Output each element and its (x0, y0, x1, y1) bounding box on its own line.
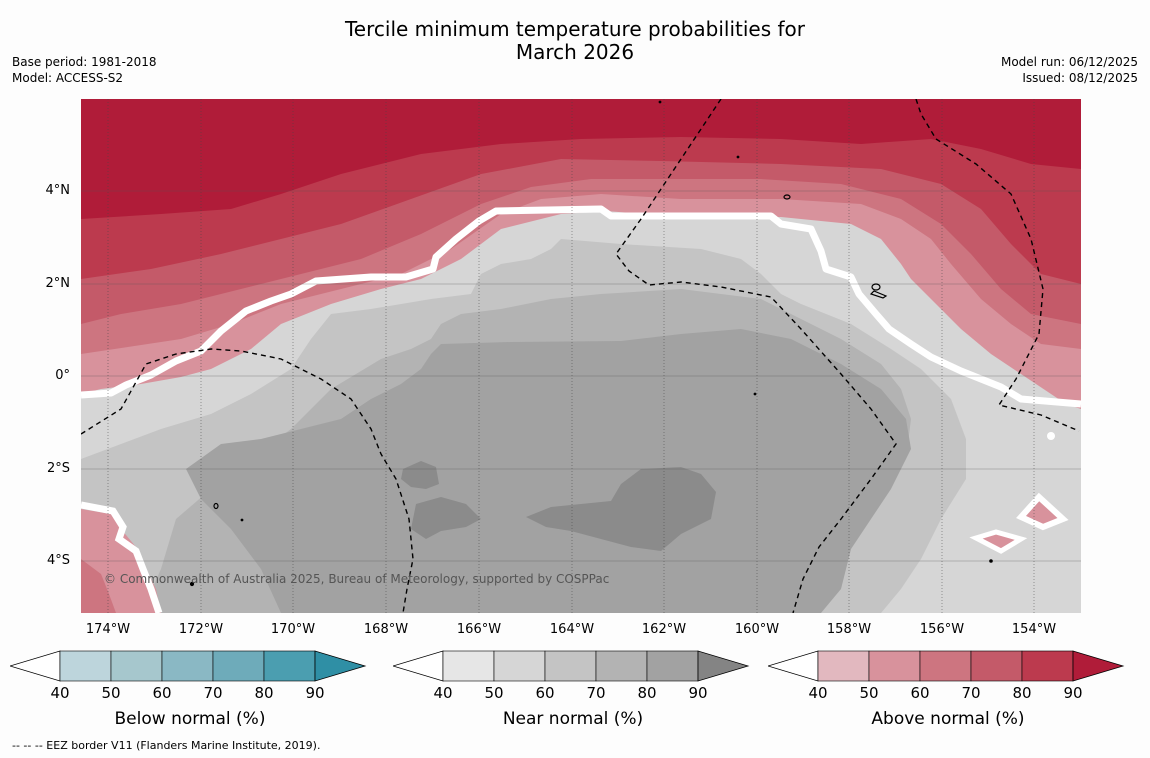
colorbar-below-tick: 90 (305, 684, 325, 702)
lat-label-2s: 2°S (46, 461, 70, 476)
colorbar-below-tick: 50 (101, 684, 121, 702)
colorbar-near-segment (544, 650, 597, 682)
colorbar-near-tick: 40 (433, 684, 453, 702)
colorbar-above-segment (868, 650, 921, 682)
colorbar-near-tick: 80 (637, 684, 657, 702)
lat-label-4n: 4°N (45, 183, 71, 198)
colorbar-title-above: Above normal (%) (871, 709, 1025, 729)
colorbar-below-tick: 80 (254, 684, 274, 702)
lon-label-166w: 166°W (456, 622, 502, 637)
colorbar-above-tick: 70 (961, 684, 981, 702)
colorbar-near-normal (393, 650, 750, 682)
colorbar-near-segment (442, 650, 495, 682)
colorbar-above-tick: 90 (1063, 684, 1083, 702)
issued-date: Issued: 08/12/2025 (1022, 71, 1138, 85)
colorbar-below-upper-extend (314, 650, 367, 682)
base-period: Base period: 1981-2018 (12, 55, 157, 69)
islands (189, 100, 993, 587)
above-normal-southwest-region-dark (81, 559, 116, 613)
model-run: Model run: 06/12/2025 (1000, 55, 1138, 69)
meta-right: Model run: 06/12/2025 Issued: 08/12/2025 (1001, 54, 1138, 86)
colorbar-near-upper-extend (697, 650, 750, 682)
meta-left: Base period: 1981-2018 Model: ACCESS-S2 (12, 54, 157, 86)
above-normal-southwest-contour (81, 501, 163, 613)
colorbar-above-normal (768, 650, 1125, 682)
colorbar-below-tick: 70 (203, 684, 223, 702)
colorbar-above-tick: 60 (910, 684, 930, 702)
colorbar-below-segment (161, 650, 214, 682)
lat-label-0: 0° (55, 368, 70, 383)
colorbar-title-near: Near normal (%) (502, 709, 644, 729)
copyright-notice: © Commonwealth of Australia 2025, Bureau… (104, 572, 610, 586)
colorbar-below-normal (10, 650, 367, 682)
lon-label-158w: 158°W (826, 622, 872, 637)
colorbar-below-lower-extend (10, 650, 61, 682)
map-title-line2: March 2026 (515, 40, 635, 64)
lon-label-160w: 160°W (734, 622, 780, 637)
colorbar-near-tick: 70 (586, 684, 606, 702)
colorbar-near-tick: 60 (535, 684, 555, 702)
lon-label-156w: 156°W (919, 622, 965, 637)
lon-label-174w: 174°W (85, 622, 131, 637)
eez-footnote: -- -- -- EEZ border V11 (Flanders Marine… (12, 739, 321, 752)
lat-label-4s: 4°S (46, 553, 70, 568)
gridlines (81, 190, 1081, 562)
above-normal-east-patch (1016, 492, 1069, 531)
eez-borders (81, 99, 1080, 613)
colorbar-near-segment (646, 650, 699, 682)
lon-label-162w: 162°W (641, 622, 687, 637)
colorbar-above-upper-extend (1072, 650, 1125, 682)
lon-label-164w: 164°W (549, 622, 595, 637)
colorbar-near-tick: 90 (688, 684, 708, 702)
near-normal-80-region (526, 467, 716, 551)
lat-label-2n: 2°N (45, 276, 71, 291)
colorbar-near-tick: 50 (484, 684, 504, 702)
colorbar-near-segment (493, 650, 546, 682)
lon-label-170w: 170°W (270, 622, 316, 637)
near-normal-80-region-small-2 (411, 497, 481, 539)
probability-map (81, 99, 1081, 613)
white-speck (1047, 432, 1055, 440)
map-title-line1: Tercile minimum temperature probabilitie… (344, 17, 806, 41)
above-normal-90-region (81, 99, 1081, 219)
colorbar-title-below: Below normal (%) (114, 709, 266, 729)
forty-percent-contour (81, 205, 1081, 408)
colorbar-above-tick: 50 (859, 684, 879, 702)
colorbar-above-tick: 80 (1012, 684, 1032, 702)
colorbar-above-segment (970, 650, 1023, 682)
colorbar-above-lower-extend (768, 650, 819, 682)
colorbar-below-tick: 40 (50, 684, 70, 702)
map-title: Tercile minimum temperature probabilitie… (0, 18, 1150, 64)
colorbar-above-segment (919, 650, 972, 682)
colorbar-above-segment (1021, 650, 1074, 682)
model-name: Model: ACCESS-S2 (12, 71, 124, 85)
colorbar-below-segment (212, 650, 265, 682)
colorbar-near-lower-extend (393, 650, 444, 682)
near-normal-70-region (186, 329, 911, 613)
near-normal-80-region-small-1 (401, 461, 439, 489)
lon-label-172w: 172°W (178, 622, 224, 637)
colorbar-below-tick: 60 (152, 684, 172, 702)
colorbar-below-segment (110, 650, 163, 682)
colorbar-below-segment (263, 650, 316, 682)
lon-label-154w: 154°W (1011, 622, 1057, 637)
above-normal-east-patch-2 (969, 529, 1028, 554)
lon-label-168w: 168°W (363, 622, 409, 637)
colorbar-near-segment (595, 650, 648, 682)
colorbar-above-tick: 40 (808, 684, 828, 702)
colorbar-below-segment (59, 650, 112, 682)
colorbar-above-segment (817, 650, 870, 682)
